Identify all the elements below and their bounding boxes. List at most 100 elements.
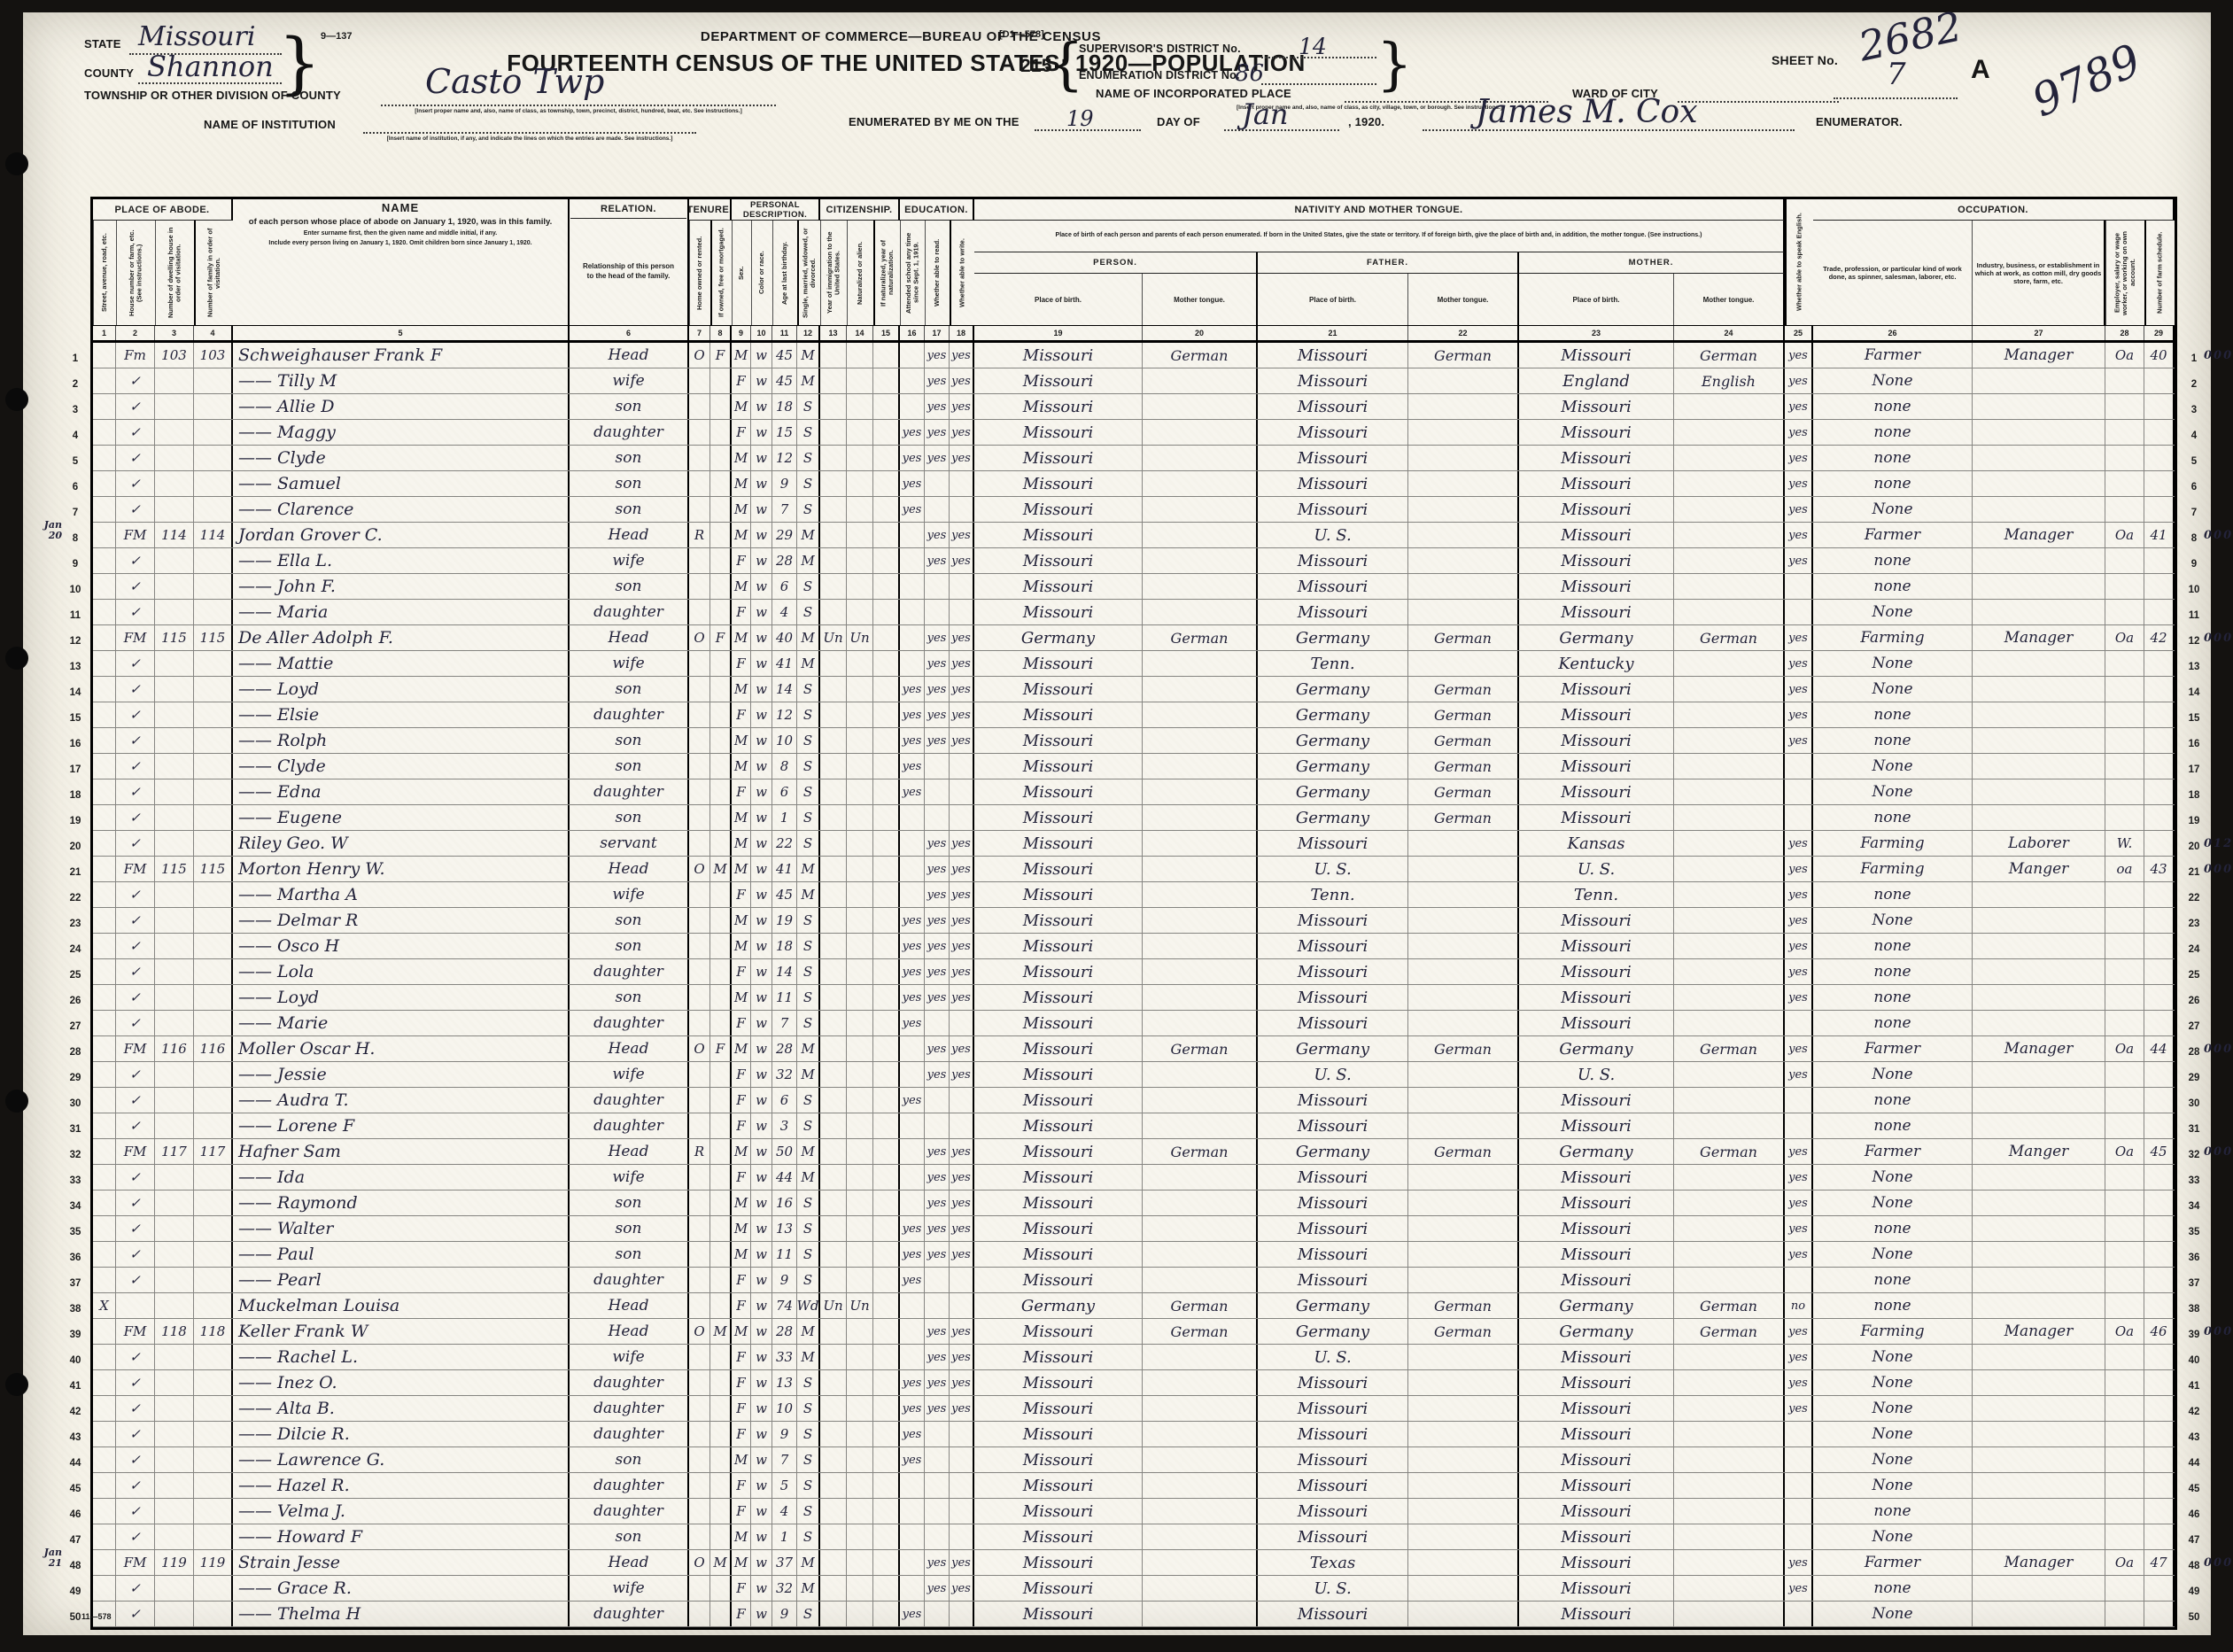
cell-fpob: Germany (1258, 805, 1408, 830)
line-number-left: 25 (69, 969, 81, 981)
cell-mmt (1674, 574, 1785, 599)
cell-fno (2144, 1447, 2175, 1472)
cell-street (93, 1473, 116, 1498)
line-number-left: 36 (69, 1252, 81, 1263)
cell-eng (1785, 1499, 1813, 1524)
col16-attended-school-label: Attended school any time since Sept. 1, … (900, 221, 925, 325)
line-number-right: 40 (2188, 1354, 2200, 1366)
cell-fno (2144, 908, 2175, 933)
handwritten-entry: Missouri (1022, 1245, 1094, 1264)
cell-mt (1143, 1268, 1258, 1292)
handwritten-entry: 116 (161, 1041, 187, 1057)
handwritten-entry: yes (902, 682, 922, 696)
cell-mpob: Missouri (1519, 728, 1674, 753)
cell-mar: M (797, 1062, 820, 1087)
handwritten-entry: yes (927, 1581, 947, 1595)
handwritten-entry: ✓ (129, 784, 141, 800)
handwritten-entry: 11 (775, 989, 794, 1005)
handwritten-entry: Missouri (1561, 1604, 1632, 1624)
handwritten-entry: 115 (199, 861, 226, 877)
cell-write: yes (950, 1396, 974, 1421)
handwritten-entry: yes (927, 1324, 947, 1338)
handwritten-entry: Farming (1860, 834, 1925, 852)
cell-own: O (689, 1319, 710, 1344)
cell-emp (2105, 1165, 2144, 1190)
line-number-right: 7 (2190, 507, 2198, 518)
cell-fmt (1408, 600, 1519, 624)
handwritten-entry: yes (1788, 477, 1808, 491)
handwritten-entry: yes (902, 733, 922, 748)
cell-write: yes (950, 882, 974, 907)
cell-fmt (1408, 1242, 1519, 1267)
cell-emp (2105, 754, 2144, 779)
cell-sex: M (732, 574, 751, 599)
cell-immi (820, 1447, 847, 1472)
cell-eng: yes (1785, 471, 1813, 496)
cell-fmt (1408, 523, 1519, 547)
cell-natyr (873, 882, 900, 907)
cell-fmt (1408, 548, 1519, 573)
cell-color: w (751, 754, 772, 779)
handwritten-entry: ✓ (129, 1426, 141, 1442)
cell-trade: none (1813, 1499, 1973, 1524)
cell-street (93, 1602, 116, 1626)
section-tenure: TENURE. (689, 199, 732, 221)
cell-sex: F (732, 420, 751, 445)
incorporated-field-line (1345, 101, 1548, 103)
handwritten-entry: German (1434, 1322, 1492, 1340)
cell-emp (2105, 497, 2144, 522)
handwritten-entry: M (733, 733, 748, 748)
cell-mmt (1674, 1191, 1785, 1215)
cell-mar: S (797, 1191, 820, 1215)
cell-immi (820, 1088, 847, 1113)
cell-color: w (751, 1088, 772, 1113)
cell-emp (2105, 574, 2144, 599)
cell-nat (847, 368, 873, 393)
cell-sch: yes (900, 1216, 925, 1241)
cell-rel: servant (570, 831, 689, 856)
cell-mort (710, 805, 732, 830)
cell-color: w (751, 1499, 772, 1524)
cell-mar: S (797, 728, 820, 753)
cell-nat (847, 959, 873, 984)
cell-write: yes (950, 1576, 974, 1601)
cell-immi (820, 1216, 847, 1241)
handwritten-entry: yes (1788, 990, 1808, 1004)
cell-write: yes (950, 523, 974, 547)
handwritten-entry: none (1873, 1014, 1911, 1032)
cell-fam (194, 548, 233, 573)
cell-pob: Missouri (974, 600, 1143, 624)
cell-fam (194, 1370, 233, 1395)
cell-sch: yes (900, 1268, 925, 1292)
cell-sex: M (732, 1139, 751, 1164)
handwritten-entry: yes (927, 1042, 947, 1056)
line-number-left: 44 (69, 1457, 81, 1469)
handwritten-entry: w (756, 681, 767, 697)
handwritten-entry: —— Loyd (238, 988, 319, 1007)
cell-dwell (155, 446, 194, 470)
cell-nat: Un (847, 625, 873, 650)
handwritten-entry: w (756, 450, 767, 466)
cell-fam (194, 1499, 233, 1524)
cell-mt (1143, 1242, 1258, 1267)
cell-fmt (1408, 651, 1519, 676)
cell-rel: daughter (570, 1422, 689, 1446)
cell-rel: daughter (570, 779, 689, 804)
cell-ind: Manager (1973, 1550, 2105, 1575)
handwritten-entry: —— Delmar R (238, 911, 359, 930)
handwritten-entry: —— Dilcie R. (238, 1424, 350, 1444)
handwritten-entry: ✓ (129, 887, 141, 903)
cell-trade: none (1813, 1293, 1973, 1318)
cell-mar: S (797, 446, 820, 470)
cell-ind (1973, 728, 2105, 753)
cell-fmt: German (1408, 702, 1519, 727)
handwritten-entry: w (756, 630, 767, 646)
cell-eng: no (1785, 1293, 1813, 1318)
cell-mpob: Missouri (1519, 1268, 1674, 1292)
cell-name: Muckelman Louisa (233, 1293, 570, 1318)
cell-own (689, 471, 710, 496)
